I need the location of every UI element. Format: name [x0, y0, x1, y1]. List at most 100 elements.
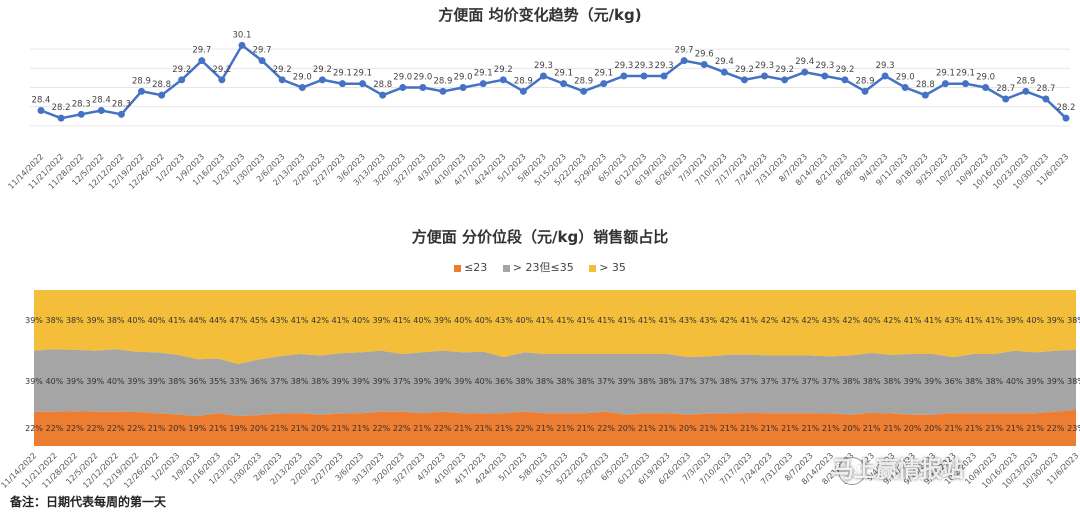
- area-data-label-0-48: 21%: [1006, 424, 1024, 433]
- line-chart-title: 方便面 均价变化趋势（元/kg): [438, 6, 642, 24]
- area-data-label-1-31: 38%: [658, 377, 676, 386]
- area-data-label-0-8: 19%: [189, 424, 207, 433]
- line-point-45: [941, 80, 949, 88]
- area-data-label-1-41: 38%: [863, 377, 881, 386]
- area-data-label-2-50: 39%: [1047, 316, 1065, 325]
- area-data-label-1-14: 38%: [311, 377, 329, 386]
- line-point-0: [37, 107, 45, 114]
- area-data-label-1-8: 36%: [189, 377, 207, 386]
- line-point-16: [359, 80, 367, 88]
- line-data-label-50: 28.7: [1036, 84, 1055, 94]
- line-point-31: [660, 72, 668, 80]
- area-data-label-0-34: 21%: [720, 424, 738, 433]
- line-point-47: [982, 84, 990, 91]
- area-data-label-1-18: 37%: [393, 377, 411, 386]
- area-data-label-2-24: 40%: [515, 316, 533, 325]
- line-data-label-42: 29.3: [876, 61, 895, 71]
- line-point-37: [781, 76, 789, 84]
- area-data-label-2-51: 38%: [1067, 316, 1080, 325]
- line-point-10: [238, 41, 246, 49]
- area-data-label-0-49: 21%: [1026, 424, 1044, 433]
- area-data-label-2-2: 38%: [66, 316, 84, 325]
- area-data-label-2-11: 45%: [250, 316, 268, 325]
- area-data-label-2-42: 42%: [883, 316, 901, 325]
- line-data-label-29: 29.3: [614, 61, 633, 71]
- area-data-label-1-49: 39%: [1026, 377, 1044, 386]
- line-point-42: [881, 72, 889, 80]
- area-data-label-1-25: 38%: [536, 377, 554, 386]
- area-data-label-0-41: 21%: [863, 424, 881, 433]
- area-data-label-2-3: 39%: [86, 316, 104, 325]
- area-data-label-1-11: 36%: [250, 377, 268, 386]
- line-data-label-48: 28.7: [996, 84, 1015, 94]
- area-data-label-0-15: 21%: [332, 424, 350, 433]
- area-data-label-0-27: 21%: [577, 424, 595, 433]
- line-point-17: [379, 91, 387, 99]
- area-data-label-2-44: 41%: [924, 316, 942, 325]
- line-data-label-5: 28.9: [132, 76, 151, 86]
- line-data-label-44: 28.8: [916, 80, 935, 90]
- area-data-label-2-49: 40%: [1026, 316, 1044, 325]
- area-data-label-1-48: 40%: [1006, 377, 1024, 386]
- area-data-label-0-30: 21%: [638, 424, 656, 433]
- area-data-label-2-40: 42%: [842, 316, 860, 325]
- area-series-0: [34, 409, 1076, 446]
- wechat-logo-icon: [838, 457, 866, 485]
- area-data-label-2-20: 39%: [434, 316, 452, 325]
- area-chart-legend: ≤23 > 23但≤35 > 35: [0, 259, 1080, 275]
- line-data-label-21: 29.0: [454, 73, 473, 83]
- area-data-label-2-12: 43%: [270, 316, 288, 325]
- area-data-label-2-10: 47%: [229, 316, 247, 325]
- line-point-40: [841, 76, 849, 84]
- area-data-label-2-47: 41%: [985, 316, 1003, 325]
- area-data-label-2-41: 40%: [863, 316, 881, 325]
- line-data-label-15: 29.1: [333, 69, 352, 79]
- area-data-label-1-34: 38%: [720, 377, 738, 386]
- area-data-label-2-4: 38%: [107, 316, 125, 325]
- line-data-label-11: 29.7: [253, 46, 272, 56]
- area-data-label-0-14: 20%: [311, 424, 329, 433]
- area-data-label-0-39: 21%: [822, 424, 840, 433]
- area-data-label-1-1: 40%: [46, 377, 64, 386]
- area-data-label-2-48: 39%: [1006, 316, 1024, 325]
- area-data-label-0-4: 22%: [107, 424, 125, 433]
- area-data-label-1-39: 37%: [822, 377, 840, 386]
- area-data-label-2-36: 42%: [761, 316, 779, 325]
- area-data-label-0-26: 21%: [556, 424, 574, 433]
- line-point-14: [318, 76, 326, 84]
- area-data-label-2-9: 44%: [209, 316, 227, 325]
- line-point-19: [419, 84, 427, 91]
- line-data-label-33: 29.6: [695, 50, 714, 60]
- area-data-label-2-22: 40%: [475, 316, 493, 325]
- area-data-label-2-17: 39%: [372, 316, 390, 325]
- line-point-48: [1002, 95, 1010, 103]
- area-data-label-0-29: 20%: [618, 424, 636, 433]
- line-data-label-7: 29.2: [172, 65, 191, 75]
- area-data-label-2-25: 41%: [536, 316, 554, 325]
- area-data-label-1-46: 38%: [965, 377, 983, 386]
- line-point-27: [580, 87, 588, 95]
- area-data-label-2-34: 42%: [720, 316, 738, 325]
- area-data-label-2-32: 43%: [679, 316, 697, 325]
- area-data-label-0-17: 22%: [372, 424, 390, 433]
- area-data-label-2-37: 42%: [781, 316, 799, 325]
- line-point-35: [740, 76, 748, 84]
- line-data-label-3: 28.4: [92, 96, 111, 106]
- area-data-label-2-28: 41%: [597, 316, 615, 325]
- line-point-5: [137, 87, 145, 95]
- area-data-label-0-47: 21%: [985, 424, 1003, 433]
- line-data-label-10: 30.1: [233, 30, 252, 40]
- area-data-label-2-21: 40%: [454, 316, 472, 325]
- area-data-label-1-2: 39%: [66, 377, 84, 386]
- area-data-label-0-51: 23%: [1067, 424, 1080, 433]
- area-data-label-1-22: 40%: [475, 377, 493, 386]
- area-data-label-1-40: 38%: [842, 377, 860, 386]
- area-series-1: [34, 349, 1076, 417]
- area-data-label-0-5: 22%: [127, 424, 145, 433]
- legend-item-high: > 35: [589, 261, 626, 274]
- area-data-label-1-36: 37%: [761, 377, 779, 386]
- line-point-20: [439, 87, 447, 95]
- line-point-41: [861, 87, 869, 95]
- line-data-label-45: 29.1: [936, 69, 955, 79]
